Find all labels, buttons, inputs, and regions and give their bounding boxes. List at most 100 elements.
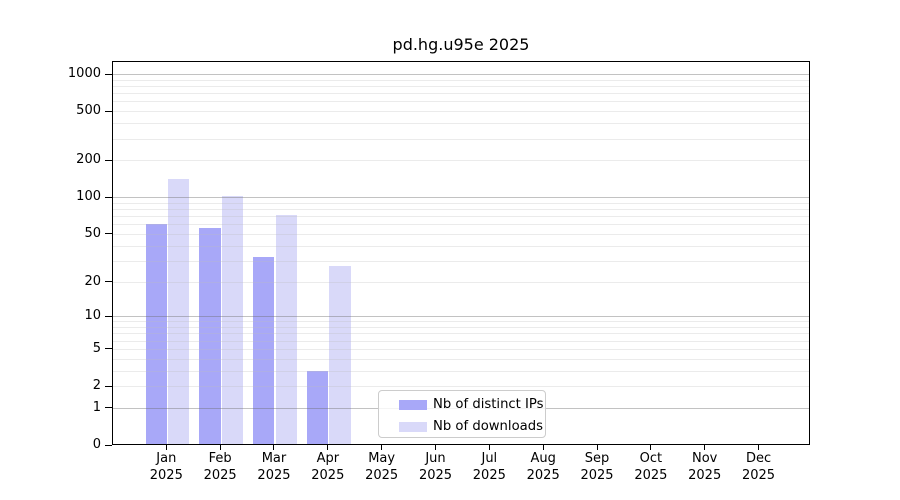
x-tick-year: 2025 [688,467,722,483]
legend-label-downloads: Nb of downloads [433,418,543,434]
x-tick-label-mar: Mar 2025 [244,451,304,484]
y-gridline-major [113,74,809,75]
x-tick-year: 2025 [257,467,291,483]
x-tick-year: 2025 [634,467,668,483]
x-tick-label-may: May 2025 [352,451,412,484]
y-tick-mark [105,281,112,282]
x-tick-label-jun: Jun 2025 [406,451,466,484]
x-tick-month: Jan [156,451,177,466]
legend-swatch-downloads [399,421,427,432]
x-tick-month: Jun [425,451,446,466]
x-tick-label-jul: Jul 2025 [459,451,519,484]
y-gridline-minor [113,123,809,125]
y-tick-label: 100 [76,189,101,205]
x-tick-year: 2025 [580,467,614,483]
y-tick-label: 500 [76,103,101,119]
bar-nb-of-distinct-ips-feb [199,227,221,444]
bar-nb-of-downloads-feb [221,195,243,444]
x-tick-mark [758,445,760,450]
x-tick-mark [542,445,544,450]
bar-nb-of-downloads-jan [167,179,190,444]
x-tick-year: 2025 [365,467,399,483]
y-tick-label: 1000 [67,66,101,81]
y-tick-label: 2 [92,378,101,393]
x-tick-label-sep: Sep 2025 [567,451,627,484]
bar-nb-of-downloads-mar [275,214,297,444]
chart-title: pd.hg.u95e 2025 [392,35,530,54]
x-tick-mark [435,445,436,450]
x-tick-month: Mar [261,451,287,466]
x-tick-label-dec: Dec 2025 [729,451,789,484]
y-gridline-minor [113,209,809,211]
x-tick-month: May [368,451,396,466]
x-tick-mark [165,445,167,450]
x-tick-year: 2025 [526,467,560,483]
x-tick-mark [488,445,490,450]
y-gridline-minor [113,216,809,218]
legend-item-distinct-ips: Nb of distinct IPs [379,397,545,413]
x-tick-month: Aug [530,451,556,466]
bar-nb-of-distinct-ips-mar [253,257,275,444]
x-tick-year: 2025 [149,467,183,483]
x-tick-month: Oct [639,451,663,466]
y-tick-mark [105,348,112,350]
x-tick-year: 2025 [741,467,776,483]
bar-nb-of-downloads-apr [329,266,351,444]
x-tick-month: Feb [208,451,232,466]
y-tick-label: 0 [92,437,101,452]
y-tick-mark [105,315,112,317]
y-tick-label: 200 [76,152,101,168]
y-gridline-minor [113,111,809,113]
y-tick-label: 10 [84,308,101,324]
y-tick-mark [105,159,112,161]
x-tick-label-nov: Nov 2025 [675,451,735,484]
y-gridline-minor [113,224,809,226]
x-tick-year: 2025 [203,467,237,483]
x-tick-month: Jul [481,451,498,466]
y-gridline-minor [113,160,809,162]
x-tick-mark [219,445,221,450]
x-tick-year: 2025 [472,467,506,483]
y-gridline-minor [113,93,809,95]
x-tick-month: Sep [584,451,610,466]
y-tick-mark [105,385,112,387]
y-gridline-minor [113,202,809,204]
legend-swatch-distinct-ips [399,399,427,410]
y-tick-mark [105,73,112,75]
x-tick-mark [650,445,652,450]
x-tick-year: 2025 [311,467,345,483]
y-gridline-minor [113,85,809,87]
x-tick-month: Dec [745,451,772,466]
x-tick-label-apr: Apr 2025 [298,451,358,484]
y-gridline-minor [113,138,809,140]
y-tick-mark [105,233,112,235]
x-tick-year: 2025 [418,467,453,483]
x-tick-mark [704,445,706,450]
y-gridline-minor [113,101,809,103]
x-tick-mark [273,445,275,450]
x-tick-month: Nov [692,451,718,466]
x-tick-label-jan: Jan 2025 [136,451,196,484]
bar-nb-of-distinct-ips-jan [145,224,167,444]
x-tick-label-aug: Aug 2025 [513,451,573,484]
x-tick-mark [596,445,598,450]
x-tick-mark [381,445,383,450]
y-tick-label: 1 [92,399,101,415]
bar-nb-of-distinct-ips-apr [307,370,329,444]
x-tick-mark [327,445,329,450]
x-tick-label-feb: Feb 2025 [190,451,250,484]
plot-area [112,61,810,445]
x-tick-month: Apr [316,451,340,466]
y-tick-mark [105,407,112,409]
x-tick-label-oct: Oct 2025 [621,451,681,484]
y-tick-mark [105,110,112,112]
y-tick-label: 20 [84,273,101,289]
y-tick-label: 5 [92,340,101,356]
y-gridline-minor [113,79,809,81]
y-tick-mark [105,196,112,198]
legend-item-downloads: Nb of downloads [379,419,545,435]
y-tick-mark [105,444,112,446]
y-gridline-major [113,197,809,199]
legend-label-distinct-ips: Nb of distinct IPs [433,396,544,412]
